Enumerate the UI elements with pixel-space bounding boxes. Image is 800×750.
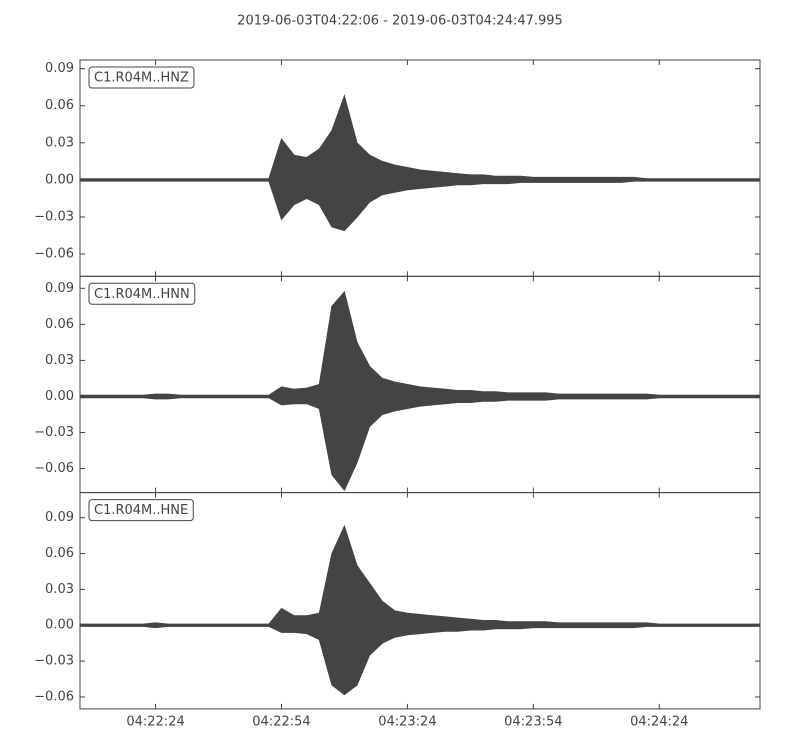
y-tick-label: −0.03 <box>34 654 74 669</box>
trace-label-box <box>88 66 195 89</box>
y-tick-label: 0.00 <box>45 618 74 633</box>
x-tick-label: 04:23:54 <box>504 714 562 729</box>
trace-label-box <box>88 499 194 522</box>
trace-label: C1.R04M..HNE <box>94 503 188 518</box>
y-tick-label: −0.03 <box>34 209 74 224</box>
axes-frame <box>79 492 761 710</box>
y-tick-label: 0.03 <box>45 582 74 597</box>
axes-frame <box>79 59 761 277</box>
x-tick-label: 04:22:54 <box>252 714 310 729</box>
waveform-envelope <box>79 94 761 181</box>
y-tick-label: 0.03 <box>45 353 74 368</box>
x-tick-label: 04:23:24 <box>378 714 436 729</box>
plot-title: 2019-06-03T04:22:06 - 2019-06-03T04:24:4… <box>237 14 563 29</box>
waveform-envelope <box>79 179 761 232</box>
trace-label-box <box>88 282 196 305</box>
y-tick-label: 0.09 <box>45 281 74 296</box>
waveform-envelope <box>79 624 761 696</box>
y-tick-label: 0.09 <box>45 61 74 76</box>
y-tick-label: 0.06 <box>45 98 74 113</box>
y-tick-label: 0.00 <box>45 172 74 187</box>
trace-label: C1.R04M..HNZ <box>94 71 189 86</box>
y-tick-label: 0.09 <box>45 510 74 525</box>
y-tick-label: 0.06 <box>45 317 74 332</box>
waveform-envelope <box>79 524 761 626</box>
y-tick-label: −0.06 <box>34 689 74 704</box>
y-tick-label: 0.03 <box>45 135 74 150</box>
y-tick-label: −0.06 <box>34 461 74 476</box>
waveform-envelope <box>79 290 761 397</box>
x-tick-label: 04:24:24 <box>630 714 688 729</box>
trace-label: C1.R04M..HNN <box>94 287 190 302</box>
x-tick-label: 04:22:24 <box>126 714 184 729</box>
y-tick-label: 0.06 <box>45 546 74 561</box>
axes-frame <box>79 275 761 494</box>
y-tick-label: −0.06 <box>34 247 74 262</box>
y-tick-label: −0.03 <box>34 425 74 440</box>
waveform-envelope <box>79 395 761 492</box>
y-tick-label: 0.00 <box>45 389 74 404</box>
